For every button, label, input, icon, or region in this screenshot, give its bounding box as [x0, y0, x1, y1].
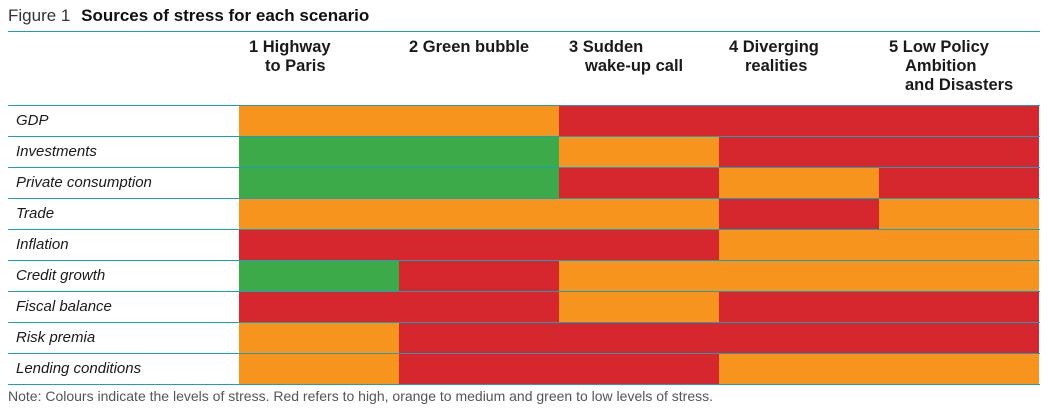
- stress-cell-high: [879, 105, 1039, 136]
- row-rule: [8, 105, 1040, 106]
- column-header-line: wake-up call: [585, 57, 684, 75]
- column-header-line: realities: [745, 57, 808, 75]
- chart-title: Sources of stress for each scenario: [81, 6, 370, 25]
- stress-cell-medium: [239, 105, 399, 136]
- stress-cell-high: [879, 291, 1039, 322]
- column-header-line: 1 Highway: [249, 38, 331, 56]
- stress-cell-medium: [559, 198, 719, 229]
- stress-cell-medium: [399, 198, 559, 229]
- column-header-line: 4 Diverging: [729, 38, 819, 56]
- stress-cell-medium: [879, 229, 1039, 260]
- row-label: Inflation: [16, 236, 69, 253]
- stress-cell-high: [399, 260, 559, 291]
- stress-cell-high: [239, 291, 399, 322]
- stress-cell-low: [239, 260, 399, 291]
- row-label: Trade: [16, 205, 55, 222]
- table-row: Inflation: [8, 229, 1040, 260]
- row-rule: [8, 353, 1040, 354]
- column-header-2: 2 Green bubble: [409, 38, 569, 57]
- top-rule: [8, 31, 1040, 32]
- bottom-rule: [8, 384, 1040, 385]
- stress-cell-medium: [239, 353, 399, 384]
- stress-cell-medium: [399, 105, 559, 136]
- stress-cell-high: [879, 322, 1039, 353]
- row-label: Lending conditions: [16, 360, 142, 377]
- stress-cell-medium: [719, 260, 879, 291]
- figure-label: Figure 1: [8, 6, 71, 25]
- column-header-line: 2 Green bubble: [409, 38, 530, 56]
- table-row: Trade: [8, 198, 1040, 229]
- stress-cell-high: [399, 322, 559, 353]
- row-rule: [8, 260, 1040, 261]
- stress-cell-high: [719, 136, 879, 167]
- row-rule: [8, 229, 1040, 230]
- row-label: Investments: [16, 143, 97, 160]
- table-row: Credit growth: [8, 260, 1040, 291]
- row-label: Private consumption: [16, 174, 152, 191]
- column-header-line: Ambition: [905, 57, 977, 75]
- column-header-1: 1 Highway to Paris: [249, 38, 409, 76]
- row-label: Credit growth: [16, 267, 106, 284]
- stress-cell-high: [559, 322, 719, 353]
- stress-cell-medium: [559, 136, 719, 167]
- stress-cell-medium: [239, 322, 399, 353]
- column-header-line: to Paris: [265, 57, 326, 75]
- stress-cell-high: [559, 105, 719, 136]
- column-header-line: and Disasters: [905, 76, 1014, 94]
- stress-cell-high: [559, 353, 719, 384]
- row-rule: [8, 136, 1040, 137]
- stress-cell-low: [239, 167, 399, 198]
- stress-cell-medium: [719, 353, 879, 384]
- column-header-5: 5 Low Policy Ambition and Disasters: [889, 38, 1048, 95]
- stress-cell-high: [879, 136, 1039, 167]
- figure-title: Figure 1 Sources of stress for each scen…: [8, 6, 369, 26]
- table-row: Investments: [8, 136, 1040, 167]
- row-rule: [8, 167, 1040, 168]
- column-header-4: 4 Diverging realities: [729, 38, 889, 76]
- table-row: GDP: [8, 105, 1040, 136]
- stress-cell-medium: [559, 291, 719, 322]
- stress-cell-medium: [879, 198, 1039, 229]
- row-rule: [8, 198, 1040, 199]
- stress-cell-low: [399, 136, 559, 167]
- stress-cell-high: [719, 105, 879, 136]
- stress-cell-high: [239, 229, 399, 260]
- row-label: GDP: [16, 112, 49, 129]
- row-rule: [8, 291, 1040, 292]
- table-row: Risk premia: [8, 322, 1040, 353]
- stress-cell-high: [719, 322, 879, 353]
- stress-cell-low: [399, 167, 559, 198]
- row-rule: [8, 322, 1040, 323]
- stress-cell-high: [719, 291, 879, 322]
- stress-cell-low: [239, 136, 399, 167]
- table-row: Private consumption: [8, 167, 1040, 198]
- stress-cell-medium: [239, 198, 399, 229]
- stress-cell-medium: [879, 353, 1039, 384]
- column-header-line: 5 Low Policy: [889, 38, 989, 56]
- stress-cell-high: [559, 167, 719, 198]
- stress-cell-medium: [719, 229, 879, 260]
- stress-cell-high: [399, 229, 559, 260]
- stress-cell-medium: [559, 260, 719, 291]
- stress-cell-high: [399, 353, 559, 384]
- stress-cell-medium: [879, 260, 1039, 291]
- row-label: Risk premia: [16, 329, 96, 346]
- column-header-line: 3 Sudden: [569, 38, 644, 56]
- row-label: Fiscal balance: [16, 298, 112, 315]
- stress-cell-high: [559, 229, 719, 260]
- stress-cell-high: [719, 198, 879, 229]
- table-row: Lending conditions: [8, 353, 1040, 384]
- column-headers: 1 Highway to Paris 2 Green bubble 3 Sudden w…: [0, 38, 1048, 100]
- footnote: Note: Colours indicate the levels of str…: [8, 388, 714, 404]
- column-header-3: 3 Sudden wake-up call: [569, 38, 729, 76]
- stress-cell-high: [879, 167, 1039, 198]
- stress-cell-medium: [719, 167, 879, 198]
- table-row: Fiscal balance: [8, 291, 1040, 322]
- stress-cell-high: [399, 291, 559, 322]
